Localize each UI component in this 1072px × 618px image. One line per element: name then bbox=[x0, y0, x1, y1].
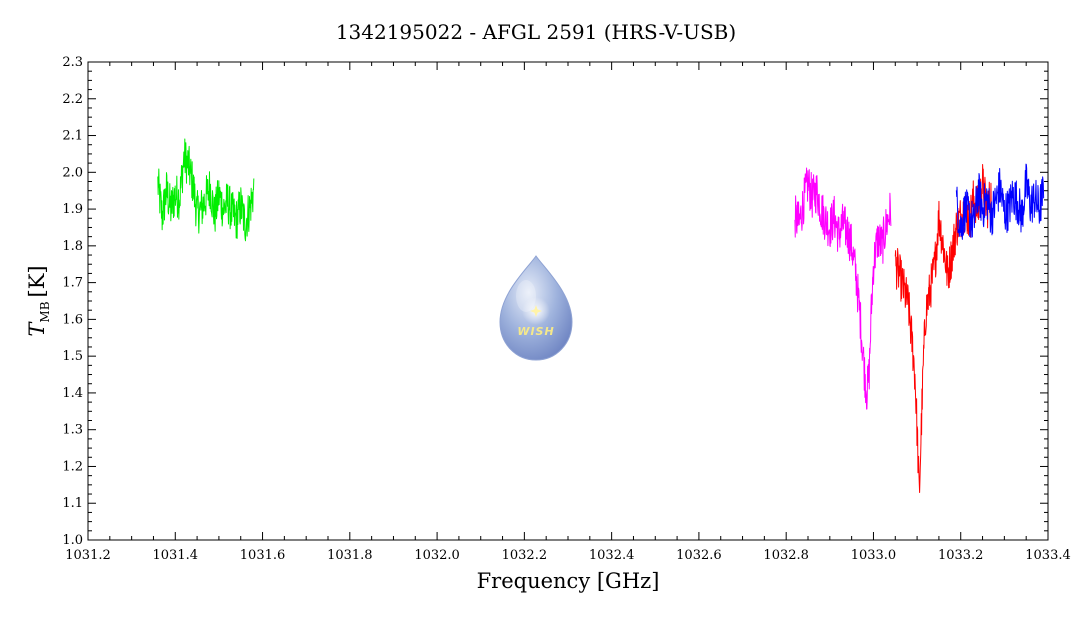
x-tick-label: 1031.4 bbox=[153, 548, 199, 563]
series-line-1 bbox=[794, 167, 892, 410]
x-tick-label: 1032.4 bbox=[589, 548, 635, 563]
y-tick-label: 2.3 bbox=[62, 55, 83, 70]
x-tick-label: 1033.4 bbox=[1025, 548, 1071, 563]
y-axis-title-unit: [K] bbox=[25, 265, 49, 297]
y-axis-title-sub: MB bbox=[38, 301, 52, 322]
y-tick-label: 1.6 bbox=[62, 312, 83, 327]
y-tick-label: 1.0 bbox=[62, 533, 83, 548]
x-tick-label: 1031.2 bbox=[65, 548, 111, 563]
y-tick-label: 1.7 bbox=[62, 276, 83, 291]
x-tick-label: 1033.2 bbox=[938, 548, 984, 563]
x-axis-title: Frequency [GHz] bbox=[477, 569, 660, 593]
plot-frame bbox=[87, 61, 1049, 541]
y-axis-title-main: T bbox=[25, 321, 49, 337]
y-tick-label: 1.8 bbox=[62, 239, 83, 254]
svg-text:TMB[K]: TMB [K] bbox=[25, 265, 52, 336]
y-tick-label: 1.4 bbox=[62, 386, 83, 401]
x-tick-label: 1032.6 bbox=[676, 548, 722, 563]
series-line-0 bbox=[157, 138, 255, 242]
y-tick-label: 1.1 bbox=[62, 496, 83, 511]
x-tick-label: 1032.2 bbox=[502, 548, 548, 563]
y-tick-label: 2.1 bbox=[62, 129, 83, 144]
logo-text: WISH bbox=[517, 325, 554, 338]
y-tick-label: 2.2 bbox=[62, 92, 83, 107]
x-tick-label: 1033.0 bbox=[851, 548, 897, 563]
x-tick-label: 1032.8 bbox=[763, 548, 809, 563]
wish-logo: WISH bbox=[499, 255, 573, 361]
y-tick-label: 1.3 bbox=[62, 423, 83, 438]
y-tick-label: 2.0 bbox=[62, 165, 83, 180]
x-tick-label: 1031.8 bbox=[327, 548, 373, 563]
series-layer bbox=[157, 138, 1045, 494]
y-tick-label: 1.5 bbox=[62, 349, 83, 364]
star-icon bbox=[530, 305, 542, 317]
y-axis-title: TMB [K] bbox=[25, 265, 52, 336]
x-axis-ticks: 1031.2 1031.4 1031.6 1031.8 1032.0 1032.2 1032… bbox=[65, 62, 1071, 563]
series-line-3 bbox=[955, 163, 1045, 240]
y-tick-label: 1.2 bbox=[62, 459, 83, 474]
chart-title: 1342195022 - AFGL 2591 (HRS-V-USB) bbox=[336, 20, 736, 44]
y-axis-ticks: 1.0 1.1 1.2 1.3 1.4 1.5 1.6 1.7 1.8 1.9 2.0 2.1 2.2 2… bbox=[62, 55, 1048, 548]
x-tick-label: 1032.0 bbox=[414, 548, 460, 563]
x-tick-label: 1031.6 bbox=[240, 548, 286, 563]
y-tick-label: 1.9 bbox=[62, 202, 83, 217]
